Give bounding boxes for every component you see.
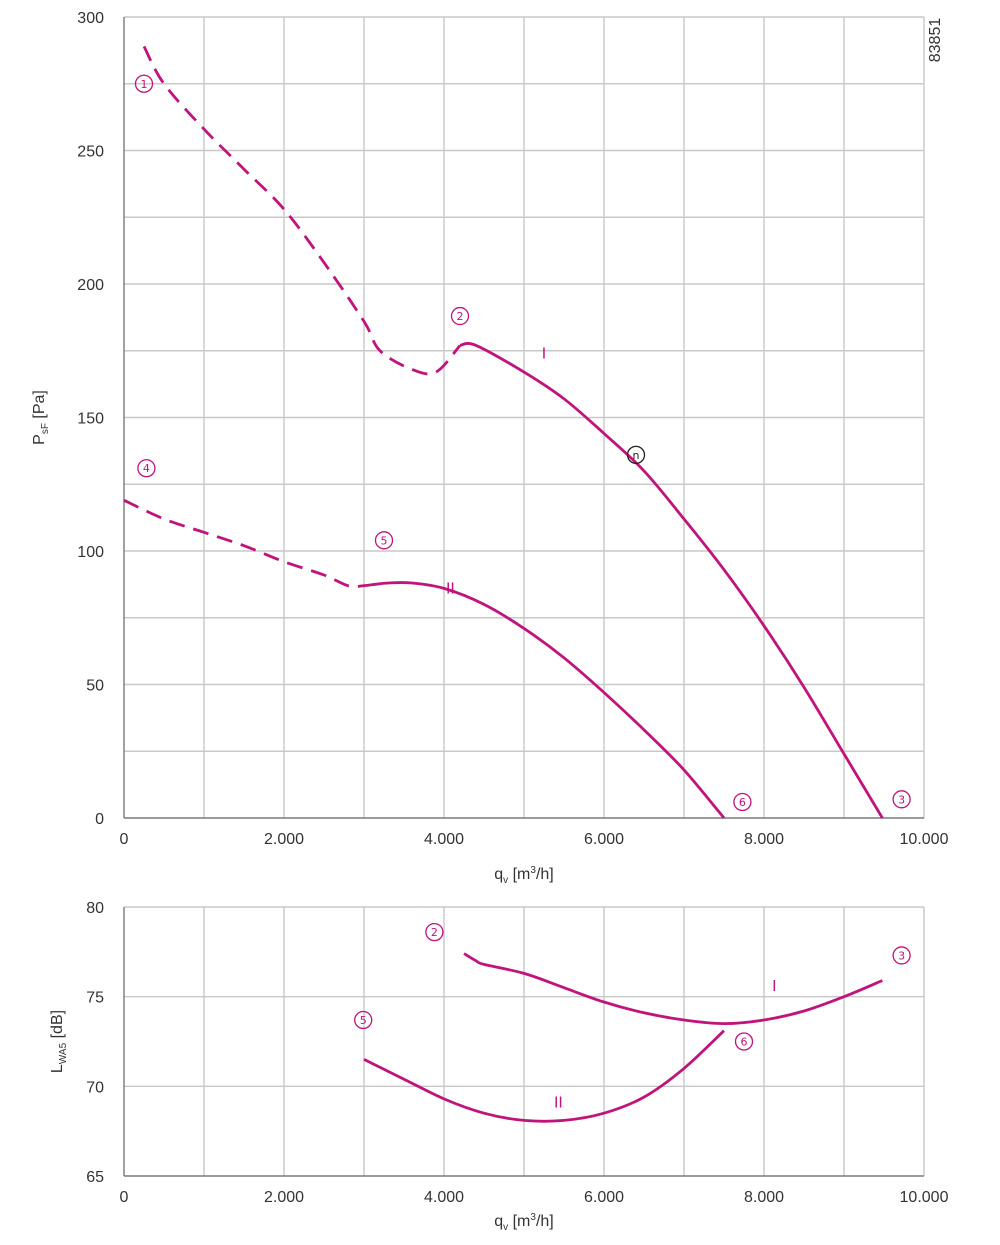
x-tick-label: 2.000 — [264, 831, 304, 848]
point-marker: 6 — [733, 792, 752, 812]
y-tick-label: 50 — [86, 678, 104, 695]
figure-id: 83851 — [927, 18, 944, 63]
point-marker-circle — [134, 74, 154, 93]
curve-i-solid — [459, 342, 884, 819]
point-marker-label: 6 — [741, 1036, 748, 1049]
x-tick-label: 0 — [120, 831, 129, 848]
point-marker-circle — [626, 445, 646, 465]
x-tick-label: 2.000 — [264, 1189, 304, 1206]
point-marker-circle — [892, 790, 911, 809]
x-tick-label: 4.000 — [424, 1189, 464, 1206]
y-tick-label: 250 — [77, 144, 104, 161]
curve-label: I — [772, 977, 776, 995]
curve-ii-solid — [363, 1029, 725, 1123]
x-tick-label: 10.000 — [900, 1189, 949, 1206]
curve-i-solid — [463, 952, 883, 1025]
point-marker-label: 5 — [360, 1014, 367, 1027]
x-tick-label: 6.000 — [584, 1189, 624, 1206]
point-marker-label: 3 — [898, 949, 905, 962]
curve-ii-dashed — [123, 499, 365, 588]
x-axis-label: qv [m3/h] — [494, 865, 553, 886]
point-marker: n — [626, 445, 646, 465]
pressure-plot: 0 2.000 4.000 6.000 8.000 10.000 0 50 100 150 200 2… — [31, 10, 949, 886]
y-tick-label: 300 — [77, 10, 104, 27]
point-marker: 3 — [892, 790, 911, 809]
y-axis-label: PsF [Pa] — [31, 390, 51, 445]
point-marker-circle — [892, 946, 911, 965]
point-marker: 6 — [734, 1032, 754, 1051]
point-marker-label: 2 — [457, 310, 464, 323]
y-tick-label: 0 — [95, 811, 104, 828]
curve-ii-solid — [363, 581, 726, 819]
x-tick-label: 4.000 — [424, 831, 464, 848]
x-tick-label: 0 — [120, 1189, 129, 1206]
curve-label: II — [446, 579, 455, 597]
point-marker: 1 — [134, 74, 154, 93]
y-tick-label: 150 — [77, 411, 104, 428]
point-marker-label: 5 — [381, 534, 388, 547]
point-marker-label: 1 — [141, 78, 148, 91]
y-axis-label: LWA5 [dB] — [49, 1010, 69, 1073]
point-marker-label: 6 — [739, 796, 746, 809]
x-tick-label: 6.000 — [584, 831, 624, 848]
y-tick-label: 200 — [77, 277, 104, 294]
point-marker-circle — [450, 306, 470, 326]
point-marker-label: n — [633, 449, 640, 462]
curve-i-dashed — [142, 45, 462, 376]
point-marker-circle — [137, 459, 156, 478]
x-tick-label: 8.000 — [744, 831, 784, 848]
y-tick-label: 65 — [86, 1169, 104, 1186]
point-marker-circle — [733, 792, 752, 812]
point-marker-label: 3 — [898, 793, 905, 806]
x-tick-label: 10.000 — [900, 831, 949, 848]
point-marker-label: 4 — [143, 462, 150, 475]
point-marker-circle — [425, 922, 444, 942]
point-marker: 5 — [374, 531, 394, 550]
point-marker: 5 — [354, 1010, 373, 1030]
curve-label: II — [554, 1093, 563, 1111]
point-marker-label: 2 — [431, 926, 438, 939]
point-marker: 4 — [137, 459, 156, 478]
y-tick-label: 75 — [86, 990, 104, 1007]
point-marker-circle — [354, 1010, 373, 1030]
point-marker-circle — [374, 531, 394, 550]
x-axis-label: qv [m3/h] — [494, 1212, 553, 1233]
y-tick-label: 80 — [86, 900, 104, 917]
point-marker: 2 — [450, 306, 470, 326]
point-marker: 2 — [425, 922, 444, 942]
curve-label: I — [542, 344, 546, 362]
y-tick-label: 70 — [86, 1079, 104, 1096]
x-tick-label: 8.000 — [744, 1189, 784, 1206]
y-tick-label: 100 — [77, 544, 104, 561]
point-marker: 3 — [892, 946, 911, 965]
point-marker-circle — [734, 1032, 754, 1051]
